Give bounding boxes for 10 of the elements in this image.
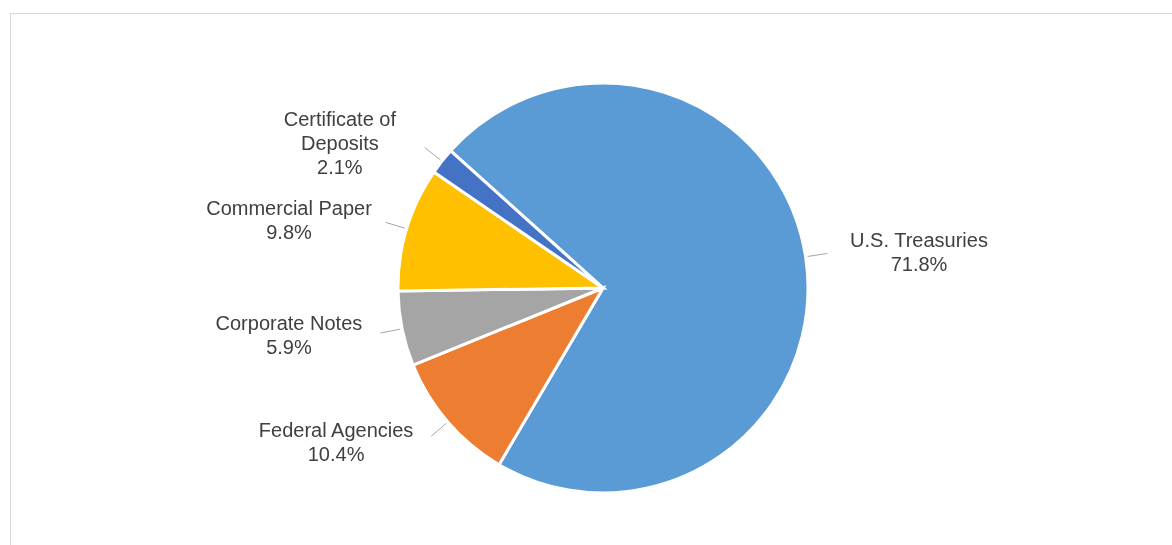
data-label: 71.8% xyxy=(890,253,948,276)
data-label: 9.8% xyxy=(266,221,313,244)
slice-label: Federal Agencies xyxy=(258,418,414,441)
slice-label: Corporate Notes xyxy=(215,311,363,334)
data-label: 2.1% xyxy=(317,155,363,178)
slice-label: Commercial Paper xyxy=(206,197,373,220)
data-label: 5.9% xyxy=(266,335,312,358)
slice-label: U.S. Treasuries xyxy=(850,229,988,252)
slice-label: Certificate of Deposits xyxy=(283,107,397,154)
data-label: 10.4% xyxy=(307,442,365,465)
